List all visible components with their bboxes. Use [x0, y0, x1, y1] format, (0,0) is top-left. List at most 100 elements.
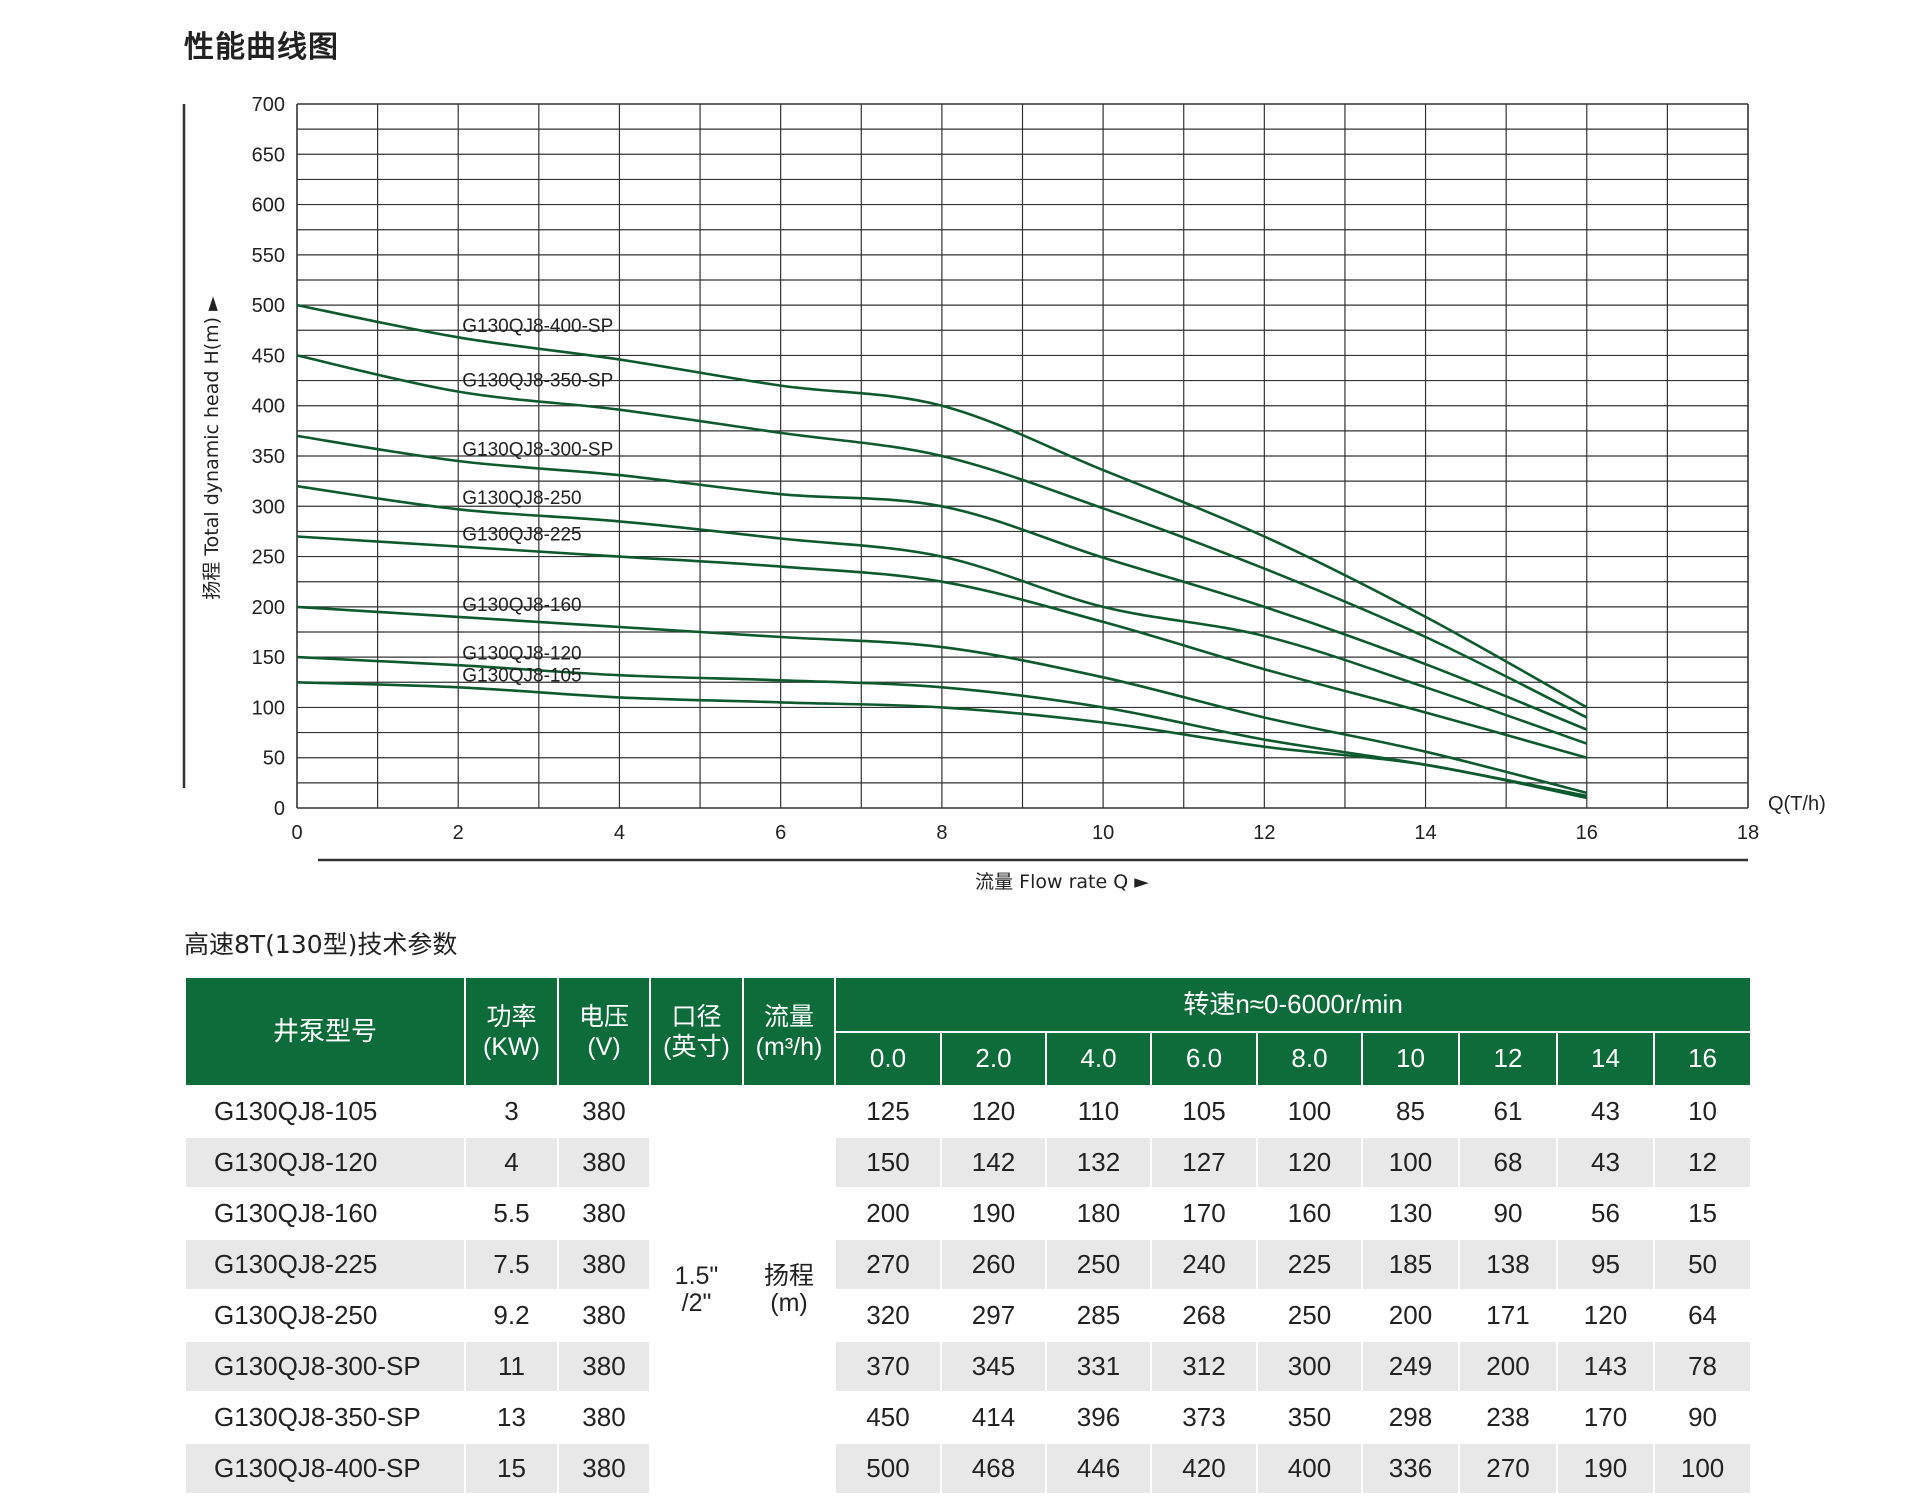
head-value-cell: 160: [1256, 1188, 1363, 1240]
y-tick-label: 550: [252, 245, 285, 267]
series-line: [296, 354, 1588, 719]
performance-chart: 0 2 4 6 8 10 12 14 16 18 0 50 100 150 200 250 300 350 400 4…: [182, 94, 1826, 893]
head-value-cell: 250: [1045, 1239, 1152, 1291]
head-value-cell: 43: [1556, 1086, 1655, 1138]
header-flow-point: 2.0: [940, 1032, 1047, 1087]
head-value-cell: 90: [1652, 1392, 1753, 1444]
head-value-cell: 238: [1458, 1392, 1558, 1444]
y-tick-label: 350: [252, 446, 285, 468]
series-label: G130QJ8-105: [462, 665, 581, 686]
header-flow-point: 14: [1556, 1032, 1655, 1087]
head-value-cell: 345: [940, 1341, 1047, 1393]
series-line: [296, 605, 1588, 795]
model-cell: G130QJ8-350-SP: [184, 1392, 466, 1444]
head-value-cell: 297: [940, 1290, 1047, 1342]
head-value-cell: 138: [1458, 1239, 1558, 1291]
head-value-cell: 312: [1150, 1341, 1258, 1393]
x-tick-label: 0: [291, 822, 302, 844]
head-value-cell: 336: [1361, 1443, 1460, 1495]
head-value-cell: 143: [1556, 1341, 1655, 1393]
voltage-cell: 380: [557, 1290, 651, 1342]
voltage-cell: 380: [557, 1137, 651, 1189]
head-value-cell: 142: [940, 1137, 1047, 1189]
model-cell: G130QJ8-105: [184, 1086, 466, 1138]
bore-value-line: 1.5": [674, 1261, 719, 1290]
series-label: G130QJ8-160: [462, 595, 581, 616]
table-row: G130QJ8-160 5.5 380 200 190 180 170 160 130 90 56 1…: [184, 1188, 1753, 1240]
header-speed: 转速n≈0-6000r/min: [833, 978, 1753, 1033]
header-bore: 口径 (英寸): [649, 978, 744, 1087]
spec-table: 井泵型号 功率 (KW) 电压 (V) 口径 (英寸) 流量 (m³/h) 转速n≈0-…: [184, 978, 1753, 1495]
voltage-cell: 380: [557, 1239, 651, 1291]
head-value-cell: 249: [1361, 1341, 1460, 1393]
head-value-cell: 170: [1150, 1188, 1258, 1240]
head-value-cell: 100: [1361, 1137, 1460, 1189]
power-cell: 5.5: [464, 1188, 559, 1240]
y-tick-label: 50: [263, 748, 285, 770]
head-value-cell: 200: [834, 1188, 942, 1240]
head-value-cell: 85: [1361, 1086, 1460, 1138]
y-tick-label: 0: [274, 798, 285, 820]
y-axis-label: 扬程 Total dynamic head H(m) ►: [201, 296, 223, 600]
table-row: G130QJ8-105 3 380 1.5"/2" 扬程 (m) 125 120 110 105 1…: [184, 1086, 1753, 1495]
model-cell: G130QJ8-300-SP: [184, 1341, 466, 1393]
head-value-cell: 190: [1556, 1443, 1655, 1495]
header-flow-point: 12: [1458, 1032, 1558, 1087]
x-tick-label: 12: [1253, 822, 1275, 844]
head-value-cell: 270: [1458, 1443, 1558, 1495]
head-value-cell: 270: [834, 1239, 942, 1291]
head-value-cell: 185: [1361, 1239, 1460, 1291]
head-value-cell: 285: [1045, 1290, 1152, 1342]
head-value-cell: 150: [834, 1137, 942, 1189]
page-title: 性能曲线图: [184, 30, 339, 65]
head-value-cell: 200: [1458, 1341, 1558, 1393]
y-tick-label: 650: [252, 144, 285, 166]
head-value-cell: 268: [1150, 1290, 1258, 1342]
table-row: G130QJ8-120 4 380 150 142 132 127 120 100 68 43 12: [184, 1137, 1753, 1189]
header-power: 功率 (KW): [464, 978, 559, 1087]
head-value-cell: 468: [940, 1443, 1047, 1495]
head-value-cell: 180: [1045, 1188, 1152, 1240]
x-axis-label: 流量 Flow rate Q ►: [975, 871, 1149, 893]
head-value-cell: 446: [1045, 1443, 1152, 1495]
power-cell: 11: [464, 1341, 559, 1393]
head-value-cell: 320: [834, 1290, 942, 1342]
power-cell: 3: [464, 1086, 559, 1138]
model-cell: G130QJ8-160: [184, 1188, 466, 1240]
head-value-cell: 260: [940, 1239, 1047, 1291]
y-tick-label: 200: [252, 597, 285, 619]
y-tick-label: 250: [252, 547, 285, 569]
table-title: 高速8T(130型)技术参数: [184, 930, 458, 959]
x-unit-label: Q(T/h): [1768, 793, 1826, 815]
series-label: G130QJ8-250: [462, 488, 581, 509]
head-value-cell: 100: [1652, 1443, 1753, 1495]
header-model: 井泵型号: [184, 978, 466, 1087]
model-cell: G130QJ8-120: [184, 1137, 466, 1189]
y-tick-label: 300: [252, 496, 285, 518]
head-value-cell: 105: [1150, 1086, 1258, 1138]
series-line: [296, 535, 1588, 759]
head-label-cell: 扬程 (m): [742, 1086, 836, 1495]
head-value-cell: 200: [1361, 1290, 1460, 1342]
x-tick-label: 4: [614, 822, 625, 844]
chart-series-labels: G130QJ8-400-SP G130QJ8-350-SP G130QJ8-300-…: [462, 316, 613, 686]
header-flow-point: 4.0: [1045, 1032, 1152, 1087]
voltage-cell: 380: [557, 1443, 651, 1495]
x-tick-label: 8: [936, 822, 947, 844]
head-value-cell: 12: [1652, 1137, 1753, 1189]
head-value-cell: 396: [1045, 1392, 1152, 1444]
table-row: G130QJ8-300-SP 11 380 370 345 331 312 300 249 200…: [184, 1341, 1753, 1393]
power-cell: 9.2: [464, 1290, 559, 1342]
head-value-cell: 370: [834, 1341, 942, 1393]
table-row: G130QJ8-225 7.5 380 270 260 250 240 225 185 138 95…: [184, 1239, 1753, 1291]
head-value-cell: 400: [1256, 1443, 1363, 1495]
y-tick-label: 500: [252, 295, 285, 317]
head-value-cell: 170: [1556, 1392, 1655, 1444]
head-value-cell: 125: [834, 1086, 942, 1138]
header-flow-point: 0.0: [834, 1032, 942, 1087]
series-line: [296, 681, 1588, 800]
head-value-cell: 450: [834, 1392, 942, 1444]
head-value-cell: 350: [1256, 1392, 1363, 1444]
series-line: [296, 434, 1588, 731]
head-value-cell: 120: [1256, 1137, 1363, 1189]
